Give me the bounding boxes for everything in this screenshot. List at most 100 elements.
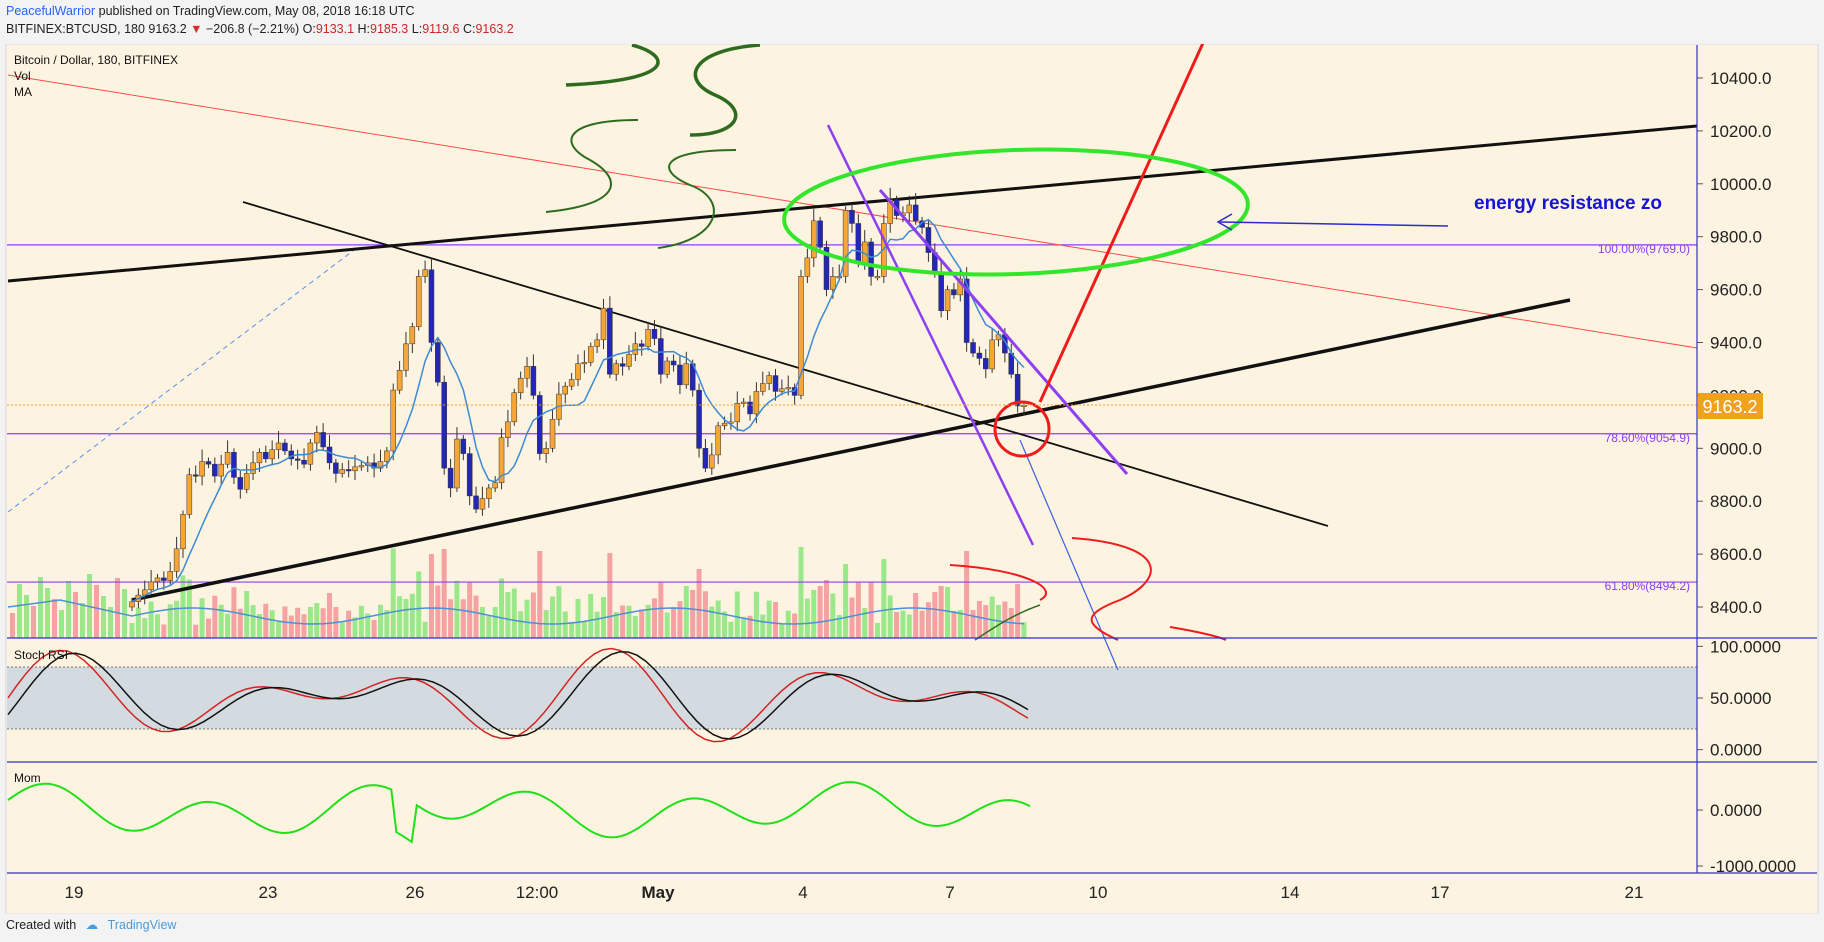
candle-body xyxy=(224,452,231,465)
candle-body xyxy=(275,442,282,450)
volume-bar xyxy=(951,611,957,638)
volume-bar xyxy=(135,607,141,638)
time-tick-label: 23 xyxy=(259,883,278,902)
volume-bar xyxy=(161,624,167,638)
candle-body xyxy=(658,338,664,375)
candle-body xyxy=(269,449,275,460)
time-tick-label: 7 xyxy=(945,883,954,902)
candle-body xyxy=(505,421,511,438)
volume-bar xyxy=(671,607,677,638)
volume-bar xyxy=(632,616,638,638)
candle-body xyxy=(192,474,199,477)
volume-bar xyxy=(352,617,358,638)
last-price-text: 9163.2 xyxy=(148,22,187,36)
candle-body xyxy=(766,375,772,384)
legend-mom: Mom xyxy=(14,771,41,785)
volume-bar xyxy=(218,604,224,638)
candle-body xyxy=(441,381,447,469)
volume-bar xyxy=(1015,584,1021,638)
fib-anchor-dashed xyxy=(7,243,363,513)
volume-bar xyxy=(288,615,294,638)
candle-body xyxy=(925,227,932,253)
open-label: O: xyxy=(302,22,316,36)
black-lower-trendline xyxy=(131,298,1571,602)
volume-bar xyxy=(696,569,702,638)
fib-level-label: 100.00%(9769.0) xyxy=(1598,242,1690,256)
volume-bar xyxy=(154,614,160,638)
volume-bar xyxy=(645,604,651,638)
candle-body xyxy=(231,452,237,478)
chart-header: PeacefulWarrior published on TradingView… xyxy=(0,0,1824,44)
fib-level-label: 78.60%(9054.9) xyxy=(1605,431,1690,445)
volume-bar xyxy=(970,610,976,638)
time-tick-label: 10 xyxy=(1089,883,1108,902)
candle-body xyxy=(129,601,135,608)
red-wave-2 xyxy=(949,564,1047,601)
volume-bar xyxy=(59,610,64,638)
candle-body xyxy=(842,210,849,277)
candle-body xyxy=(568,379,575,387)
black-descending-trendline xyxy=(242,201,1329,527)
volume-bar xyxy=(690,590,696,638)
volume-bar xyxy=(919,610,925,638)
volume-bar xyxy=(511,588,517,638)
volume-bar xyxy=(747,615,753,638)
volume-bar xyxy=(741,616,747,638)
volume-bar xyxy=(620,605,626,638)
volume-bar xyxy=(626,605,632,638)
volume-bar xyxy=(664,612,670,638)
candle-body xyxy=(600,307,607,341)
down-arrow-icon: ▼ xyxy=(190,22,203,36)
price-tick-label: 10000.0 xyxy=(1710,175,1771,194)
candle-body xyxy=(263,452,269,460)
candle-body xyxy=(747,401,753,415)
red-wave-1 xyxy=(1071,537,1152,641)
candle-body xyxy=(581,362,588,365)
author-link[interactable]: PeacefulWarrior xyxy=(6,4,96,18)
legend-vol: Vol xyxy=(14,69,31,83)
volume-bar xyxy=(428,554,434,638)
price-tick-label: 9600.0 xyxy=(1710,281,1762,300)
volume-bar xyxy=(205,618,211,638)
volume-bar xyxy=(505,592,511,638)
volume-bar xyxy=(779,623,785,638)
price-tick-label: 8400.0 xyxy=(1710,598,1762,617)
candle-body xyxy=(734,403,741,423)
close-value: 9163.2 xyxy=(475,22,514,36)
volume-bar xyxy=(874,623,880,638)
volume-bar xyxy=(823,580,829,638)
volume-bar xyxy=(499,578,505,638)
candle-body xyxy=(161,577,167,581)
momentum-line xyxy=(7,781,1031,844)
volume-bar xyxy=(651,598,657,638)
volume-bar xyxy=(753,591,759,638)
volume-bar xyxy=(957,610,963,638)
chart-canvas[interactable]: 100.00%(9769.0) 78.60%(9054.9) 61.80%(8494… xyxy=(0,44,1824,914)
candle-body xyxy=(511,392,518,423)
volume-bar xyxy=(73,592,78,638)
open-value: 9133.1 xyxy=(315,22,355,36)
volume-bar xyxy=(830,593,836,638)
candle-body xyxy=(951,289,957,296)
volume-bar xyxy=(683,586,689,638)
candle-body xyxy=(709,454,715,469)
candle-body xyxy=(830,276,836,290)
candle-body xyxy=(154,577,161,583)
volume-bar xyxy=(760,614,766,638)
volume-bar xyxy=(441,549,447,638)
volume-bar xyxy=(524,599,530,638)
time-tick-label: 4 xyxy=(798,883,807,902)
stoch-d-line xyxy=(7,651,1029,740)
volume-bar xyxy=(562,611,568,638)
volume-bar xyxy=(422,621,428,638)
tradingview-link[interactable]: TradingView xyxy=(107,918,177,932)
volume-bar xyxy=(881,559,887,638)
candle-body xyxy=(575,363,581,380)
volume-bar xyxy=(550,596,556,638)
time-tick-label: 17 xyxy=(1431,883,1450,902)
volume-bar xyxy=(855,581,861,638)
volume-bar xyxy=(256,614,262,638)
candle-body xyxy=(670,360,677,366)
volume-bar xyxy=(594,611,600,638)
volume-bar xyxy=(409,593,415,638)
